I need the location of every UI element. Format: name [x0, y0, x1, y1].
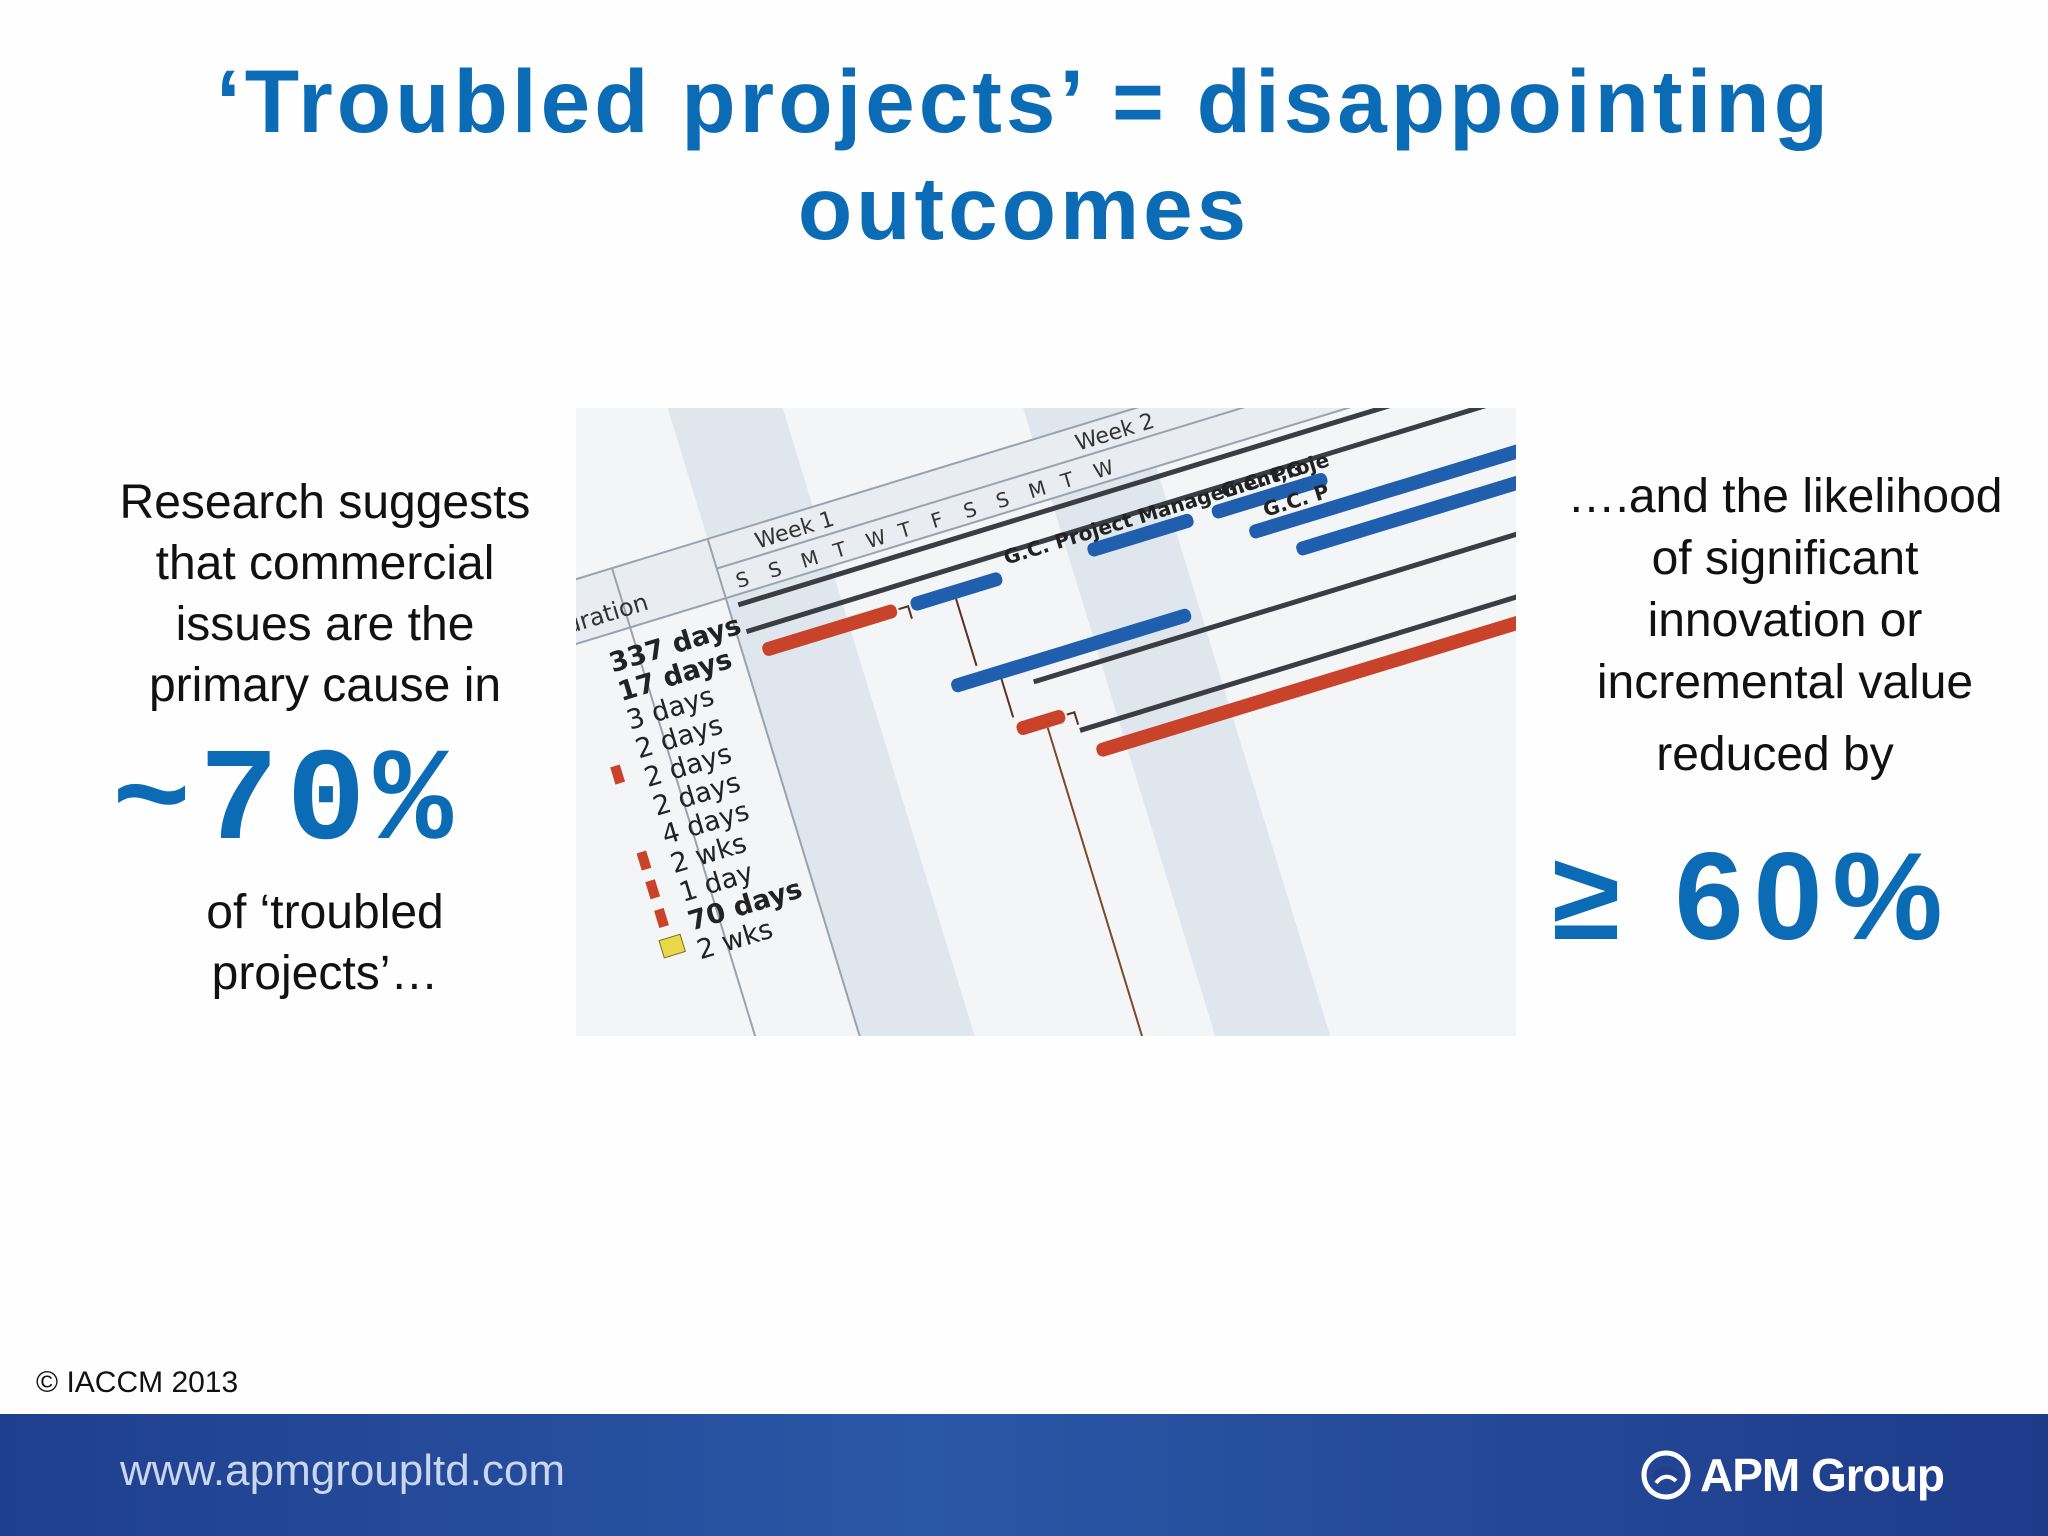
right-intro-line: incremental value — [1596, 656, 1974, 709]
right-reduced-by: reduced by — [1656, 728, 1894, 781]
right-stat: ≥ 60% — [1552, 828, 1953, 966]
left-intro: Research suggests that commercial issues… — [80, 472, 570, 716]
left-stat: ~70% — [112, 728, 461, 878]
copyright-notice: © IACCM 2013 — [36, 1366, 239, 1399]
left-intro-line: issues are the — [175, 598, 475, 651]
footer-url: www.apmgroupltd.com — [120, 1446, 566, 1495]
footer-bar: www.apmgroupltd.com APM Group — [0, 1414, 2048, 1536]
right-intro-line: innovation or — [1647, 594, 1923, 647]
left-intro-line: primary cause in — [148, 659, 502, 712]
left-outro-line: projects’… — [211, 947, 439, 1000]
slide-title: ‘Troubled projects’ = disappointing outc… — [0, 48, 2048, 262]
title-line-1: ‘Troubled projects’ = disappointing — [215, 51, 1833, 151]
title-line-2: outcomes — [797, 158, 1251, 258]
right-intro-line: of significant — [1651, 532, 1919, 585]
left-intro-line: Research suggests — [119, 476, 531, 529]
left-outro-line: of ‘troubled — [206, 886, 444, 939]
day-letter: M — [1025, 475, 1049, 503]
right-intro-line: ….and the likelihood — [1567, 470, 2003, 523]
logo-brand-text: APM Group — [1700, 1449, 1945, 1501]
right-intro: ….and the likelihood of significant inno… — [1530, 466, 2040, 714]
apm-group-logo: APM Group — [1640, 1440, 1945, 1510]
apm-swirl-icon — [1641, 1450, 1691, 1500]
day-letter: M — [798, 545, 822, 573]
left-intro-line: that commercial — [155, 537, 495, 590]
left-outro: of ‘troubled projects’… — [120, 882, 530, 1004]
